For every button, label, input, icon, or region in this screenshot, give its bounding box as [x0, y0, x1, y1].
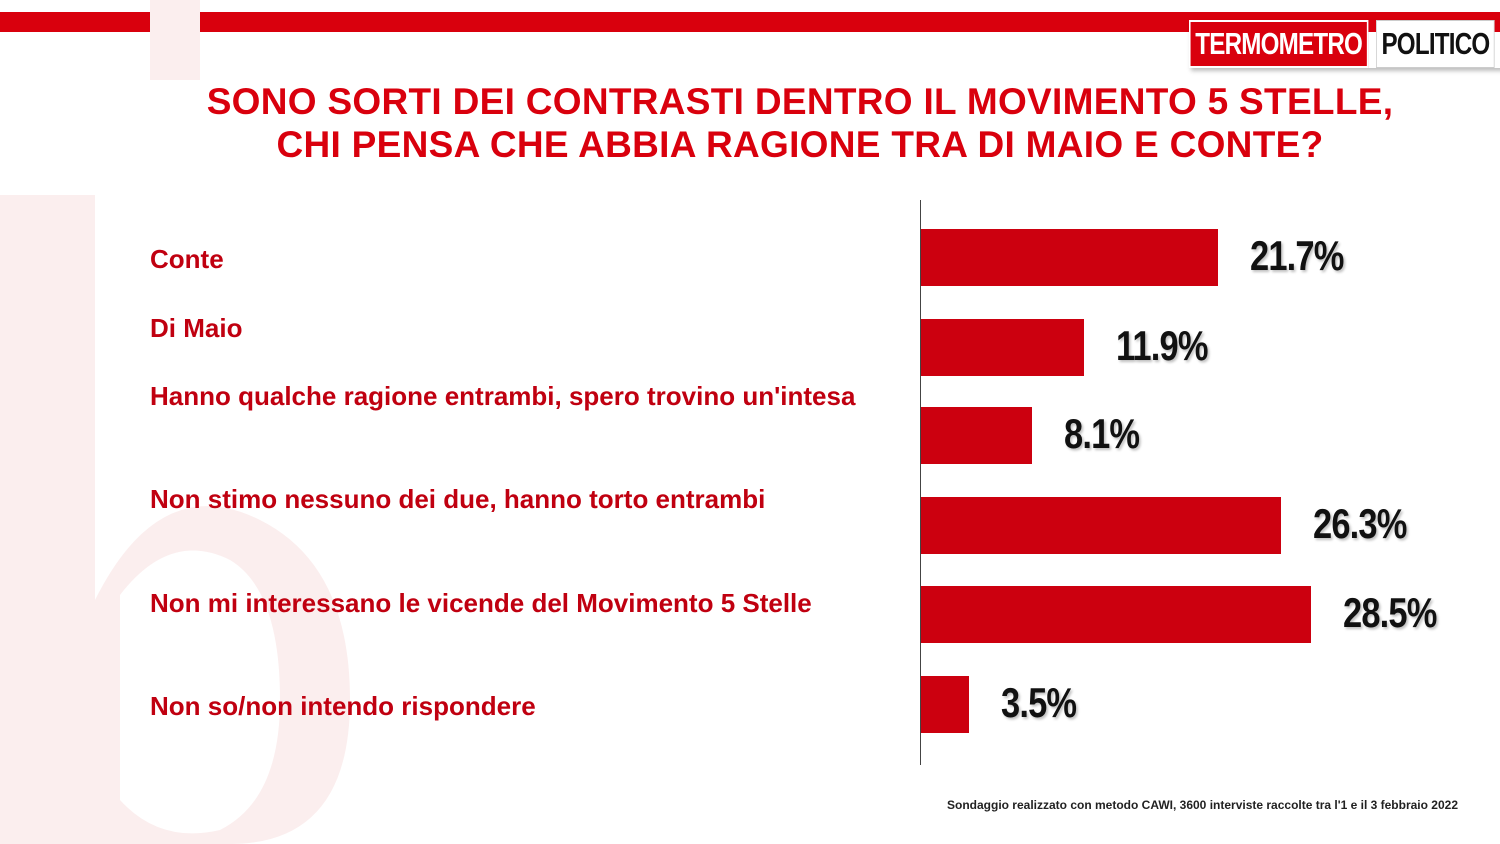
bar-2: [921, 407, 1032, 464]
value-label-5: 3.5%: [1000, 679, 1077, 726]
bar-4: [921, 586, 1312, 643]
value-label-1: 11.9%: [1116, 322, 1208, 369]
value-label-4: 28.5%: [1343, 589, 1437, 636]
category-label-torto-entrambi: Non stimo nessuno dei due, hanno torto e…: [150, 484, 766, 514]
termometro-politico-logo: TERMOMETRO POLITICO: [1189, 20, 1500, 68]
category-label-conte: Conte: [150, 244, 224, 274]
top-accent-bar: [0, 12, 1500, 32]
logo-part-politico: POLITICO: [1375, 20, 1495, 68]
value-label-3: 26.3%: [1313, 500, 1407, 547]
survey-footnote: Sondaggio realizzato con metodo CAWI, 36…: [946, 798, 1458, 812]
bar-5: [921, 676, 969, 733]
bar-0: [921, 229, 1219, 286]
chart-title: SONO SORTI DEI CONTRASTI DENTRO IL MOVIM…: [120, 80, 1480, 166]
chart-title-line-1: SONO SORTI DEI CONTRASTI DENTRO IL MOVIM…: [206, 81, 1394, 122]
category-label-non-interessano: Non mi interessano le vicende del Movime…: [150, 588, 812, 618]
y-axis-line: [920, 200, 921, 765]
value-label-2: 8.1%: [1063, 410, 1140, 457]
chart-title-line-2: CHI PENSA CHE ABBIA RAGIONE TRA DI MAIO …: [276, 124, 1324, 165]
value-label-0: 21.7%: [1250, 232, 1344, 279]
bar-3: [921, 497, 1282, 554]
bar-1: [921, 319, 1085, 376]
category-label-di-maio: Di Maio: [150, 313, 243, 343]
category-label-entrambi-ragione: Hanno qualche ragione entrambi, spero tr…: [150, 381, 856, 411]
category-label-non-so: Non so/non intendo rispondere: [150, 691, 536, 721]
logo-part-termometro: TERMOMETRO: [1189, 20, 1369, 68]
